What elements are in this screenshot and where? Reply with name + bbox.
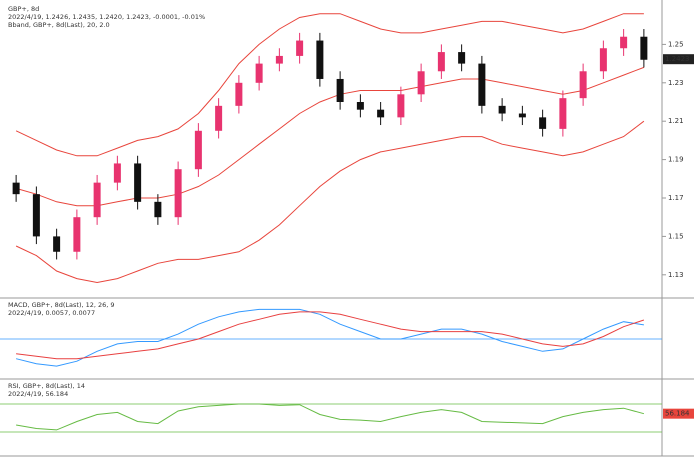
y-tick-label: 1.17 (668, 194, 684, 202)
candle-body (559, 98, 567, 129)
candle-body (154, 201, 162, 218)
candle-body (336, 78, 344, 102)
candle-body (53, 236, 61, 252)
candle-body (397, 94, 405, 118)
candle-body (12, 182, 20, 195)
y-tick-label: 1.19 (668, 156, 684, 164)
panel-title: MACD, GBP+, 8d(Last), 12, 26, 9 (8, 301, 115, 309)
candle-body (458, 52, 466, 64)
candle-body (498, 105, 506, 114)
y-tick-label: 1.21 (668, 117, 684, 125)
candle-body (32, 194, 40, 237)
candle-body (113, 163, 121, 183)
candle-body (73, 217, 81, 252)
candle-body (275, 55, 283, 64)
candle-body (174, 169, 182, 218)
price-tag-label: 1.2423 (665, 55, 690, 63)
panel-title: GBP+, 8d (8, 5, 39, 13)
indicator-line (16, 311, 645, 360)
candle-body (316, 40, 324, 79)
candle-body (296, 40, 304, 56)
candle-body (93, 182, 101, 218)
y-tick-label: 1.23 (668, 79, 684, 87)
y-tick-label: 1.15 (668, 232, 684, 240)
candle-body (215, 105, 223, 131)
candle-body (194, 130, 202, 170)
candle-body (640, 36, 648, 60)
candle-body (579, 71, 587, 99)
candle-body (134, 163, 142, 202)
bollinger-band (15, 13, 644, 157)
value-tag (663, 408, 694, 419)
candle-body (478, 63, 486, 106)
candle-body (255, 63, 263, 83)
panel-subtitle: 2022/4/19, 0.0057, 0.0077 (8, 309, 95, 317)
bollinger-band (15, 120, 645, 284)
candle-body (437, 52, 445, 72)
candle-body (518, 113, 526, 118)
bollinger-band (15, 66, 645, 207)
price-tag (663, 54, 694, 65)
panel-subtitle: 2022/4/19, 56.184 (8, 390, 68, 398)
overlay-title: Bband, GBP+, 8d(Last), 20, 2.0 (8, 21, 110, 29)
indicator-line (16, 403, 645, 431)
candle-body (417, 71, 425, 95)
y-tick-label: 1.25 (668, 40, 684, 48)
value-tag-label: 56.184 (665, 410, 690, 418)
indicator-line (15, 308, 644, 367)
candle-body (539, 117, 547, 129)
y-tick-label: 1.13 (668, 271, 684, 279)
panel-subtitle: 2022/4/19, 1.2426, 1.2435, 1.2420, 1.242… (8, 13, 205, 21)
candle-body (377, 109, 385, 118)
candle-body (356, 102, 364, 110)
candle-body (235, 82, 243, 106)
candle-body (599, 48, 607, 72)
candle-body (620, 36, 628, 49)
panel-title: RSI, GBP+, 8d(Last), 14 (8, 382, 85, 390)
